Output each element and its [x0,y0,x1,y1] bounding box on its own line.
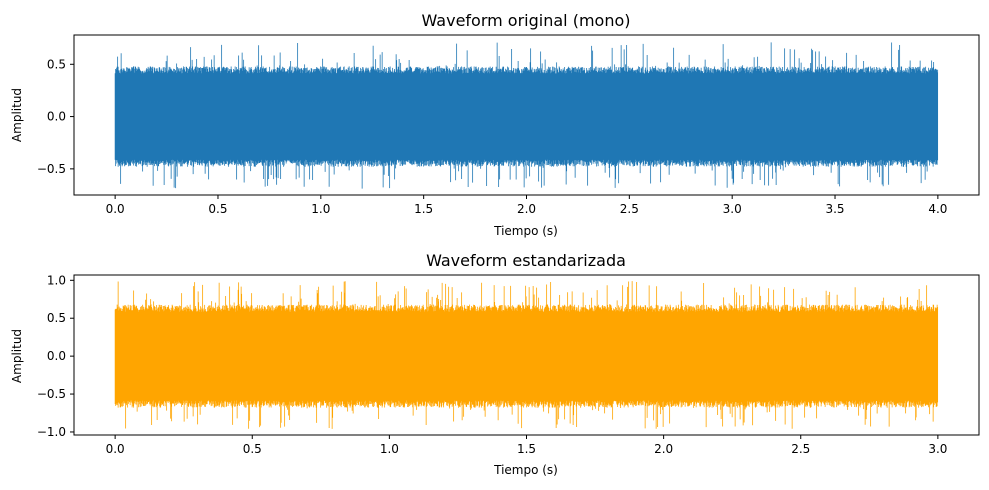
waveform-line [114,42,939,189]
x-axis-label: Tiempo (s) [493,224,558,238]
subplot-title: Waveform estandarizada [426,251,626,270]
x-tick-label: 0.5 [243,442,262,456]
x-axis-label: Tiempo (s) [493,463,558,477]
x-tick-label: 4.0 [928,202,947,216]
x-tick-label: 3.5 [825,202,844,216]
y-tick-label: 0.0 [47,349,66,363]
y-tick-label: 1.0 [47,273,66,287]
x-tick-label: 0.5 [208,202,227,216]
y-axis-label: Amplitud [10,88,24,142]
x-tick-label: 0.0 [106,442,125,456]
x-tick-label: 1.0 [380,442,399,456]
waveform-series [114,42,939,189]
y-tick-label: −1.0 [37,425,66,439]
x-tick-label: 2.5 [791,442,810,456]
x-tick-label: 3.0 [928,442,947,456]
x-tick-label: 2.5 [620,202,639,216]
x-tick-label: 3.0 [723,202,742,216]
axis-ticks: 0.0 0.5 1.0 1.5 2.0 2.5 3.0 3.5 4.0 −0.5 0.0 0.5 [37,57,948,216]
y-tick-label: −0.5 [37,162,66,176]
plot-frame [73,34,980,196]
x-tick-label: 1.0 [311,202,330,216]
y-tick-label: 0.0 [47,110,66,124]
subplot-original: Waveform original (mono) Tiempo (s) Ampl… [10,11,980,238]
waveform-series [114,281,939,429]
x-tick-label: 1.5 [517,442,536,456]
x-tick-label: 2.0 [517,202,536,216]
x-tick-label: 0.0 [106,202,125,216]
subplot-title: Waveform original (mono) [422,11,631,30]
y-tick-label: −0.5 [37,387,66,401]
axis-ticks: 0.0 0.5 1.0 1.5 2.0 2.5 3.0 −1.0 −0.5 0.0 0.5 1.0 [37,273,948,456]
x-tick-label: 1.5 [414,202,433,216]
y-axis-label: Amplitud [10,329,24,383]
y-tick-label: 0.5 [47,311,66,325]
y-tick-label: 0.5 [47,57,66,71]
subplot-standardized: Waveform estandarizada Tiempo (s) Amplit… [10,251,980,477]
x-tick-label: 2.0 [654,442,673,456]
waveform-line [114,281,939,429]
plot-frame [73,274,980,436]
